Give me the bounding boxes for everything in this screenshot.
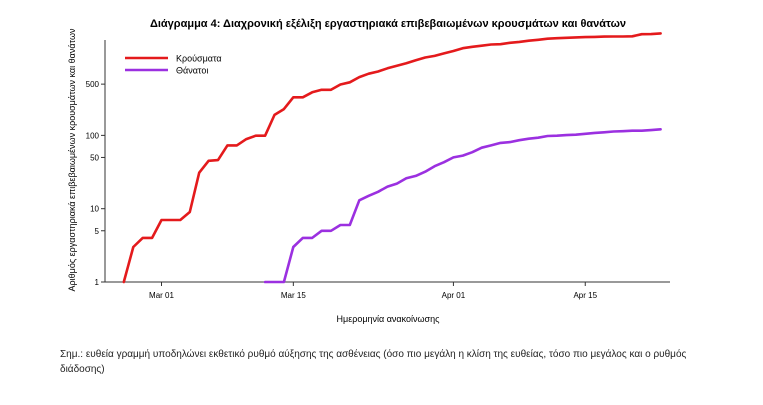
y-tick-label: 500 [86,80,100,89]
y-axis-label: Αριθμός εργαστηριακά επιβεβαιωμένων κρου… [67,28,77,291]
series-line-cases [122,32,662,284]
legend-label-cases: Κρούσματα [176,54,222,64]
x-tick-label: Apr 15 [573,291,597,300]
legend-label-deaths: Θάνατοι [176,66,208,76]
series-layer [122,32,662,284]
y-tick-label: 100 [86,131,100,140]
axes: 1 5 10 50 100 500 Mar 01 Mar 15 Apr 01 Apr 15 [86,40,670,300]
y-tick-label: 50 [90,153,99,162]
footnote: Σημ.: ευθεία γραμμή υποδηλώνει εκθετικό … [60,349,687,375]
y-tick-label: 10 [90,205,99,214]
x-tick-label: Mar 15 [281,291,306,300]
y-tick-label: 5 [95,227,100,236]
x-tick-label: Apr 01 [442,291,466,300]
series-line-deaths [263,128,662,284]
x-tick-label: Mar 01 [149,291,174,300]
legend: Κρούσματα Θάνατοι [125,54,222,76]
x-axis-label: Ημερομηνία ανακοίνωσης [337,314,441,324]
y-tick-label: 1 [95,278,100,287]
chart-title: Διάγραμμα 4: Διαχρονική εξέλιξη εργαστηρ… [150,18,626,30]
